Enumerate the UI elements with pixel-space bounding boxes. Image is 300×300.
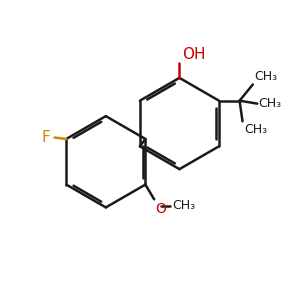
- Text: O: O: [155, 202, 166, 216]
- Text: CH₃: CH₃: [254, 70, 278, 83]
- Text: OH: OH: [182, 47, 206, 62]
- Text: CH₃: CH₃: [259, 97, 282, 110]
- Text: CH₃: CH₃: [172, 199, 195, 212]
- Text: CH₃: CH₃: [244, 123, 267, 136]
- Text: F: F: [41, 130, 50, 145]
